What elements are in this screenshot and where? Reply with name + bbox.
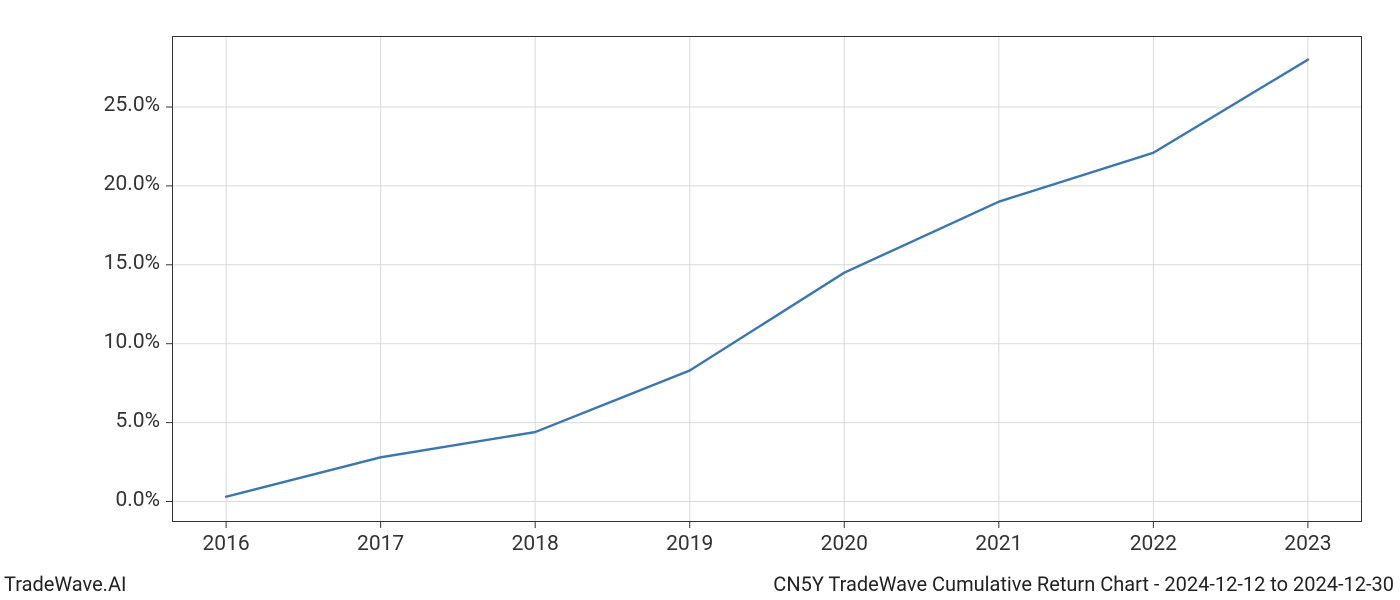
y-tick-label: 20.0% (104, 172, 160, 196)
x-tick-label: 2016 (202, 532, 249, 556)
y-tick-label: 15.0% (104, 251, 160, 275)
x-tick-label: 2020 (821, 532, 868, 556)
y-tick-label: 25.0% (104, 93, 160, 117)
y-tick-label: 5.0% (115, 409, 160, 433)
x-tick-label: 2019 (666, 532, 713, 556)
footer-left-label: TradeWave.AI (4, 572, 126, 596)
x-tick-label: 2017 (357, 532, 404, 556)
x-tick-label: 2021 (975, 532, 1022, 556)
chart-svg (172, 36, 1362, 522)
plot-area (172, 36, 1362, 522)
footer-right-label: CN5Y TradeWave Cumulative Return Chart -… (773, 572, 1394, 596)
x-tick-label: 2023 (1284, 532, 1331, 556)
y-tick-label: 10.0% (104, 330, 160, 354)
x-tick-label: 2022 (1130, 532, 1177, 556)
x-tick-label: 2018 (512, 532, 559, 556)
chart-container: 0.0% 5.0% 10.0% 15.0% 20.0% 25.0% 2016 2017 201… (0, 0, 1400, 600)
y-tick-label: 0.0% (115, 488, 160, 512)
